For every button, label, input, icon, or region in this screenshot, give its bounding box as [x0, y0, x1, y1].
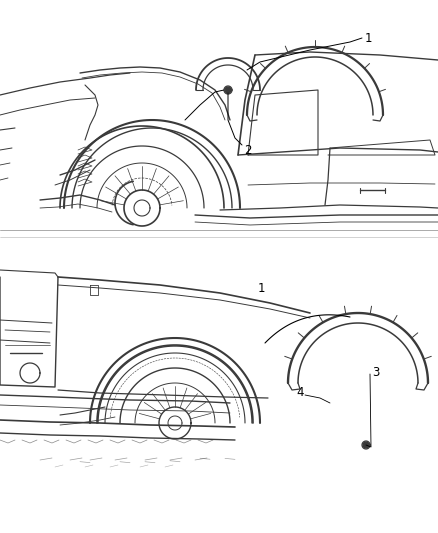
- Text: 3: 3: [372, 366, 379, 378]
- Text: 1: 1: [365, 31, 372, 44]
- Polygon shape: [225, 87, 231, 93]
- Text: 2: 2: [244, 143, 251, 157]
- Polygon shape: [363, 442, 369, 448]
- Text: 4: 4: [296, 386, 304, 400]
- Bar: [0, 248, 438, 265]
- Text: 1: 1: [258, 281, 265, 295]
